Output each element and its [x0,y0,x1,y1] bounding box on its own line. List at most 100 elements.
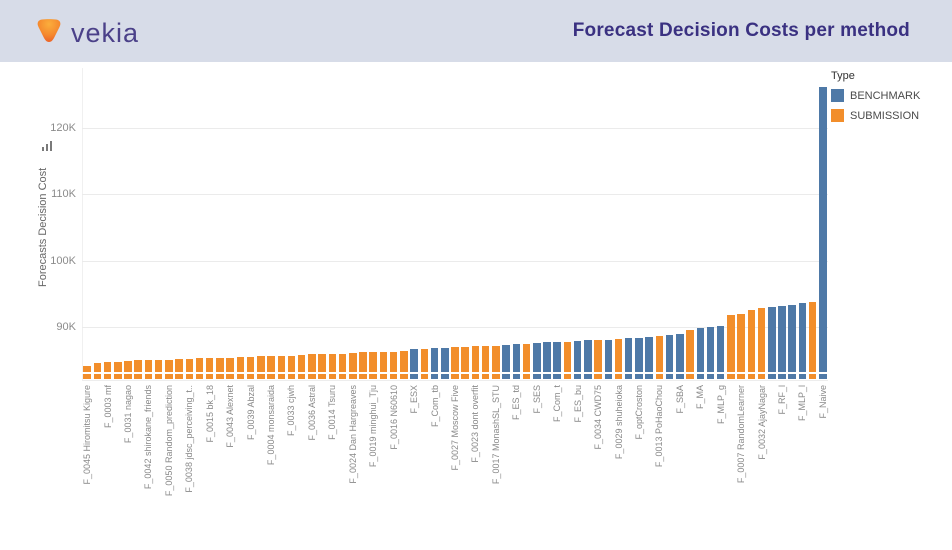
bar-unlabeled-6[interactable] [134,360,142,379]
bar-unlabeled-4[interactable] [114,361,122,379]
bar-F_optCroston[interactable] [635,338,643,379]
bar-F_RF_l[interactable] [778,306,786,379]
bar-unlabeled-16[interactable] [236,356,245,379]
bar-F_0029-shuheioka[interactable] [614,338,623,379]
bar-unlabeled-64[interactable] [727,315,735,379]
bar-unlabeled-54[interactable] [624,338,633,379]
bar-unlabeled-36[interactable] [441,347,449,379]
bar-F_Naive[interactable] [819,86,827,379]
bar-unlabeled-14[interactable] [216,357,224,379]
bar-unlabeled-60[interactable] [686,330,694,379]
bar-unlabeled-40[interactable] [481,346,490,379]
bar-F_MLP_l[interactable] [798,303,807,379]
bar-F_0032-AjayNagar[interactable] [757,308,766,379]
x-axis-label: F_0034 CWD75 [593,385,604,450]
x-axis-label: F_0038 jdsc_perceiving_t.. [184,385,195,493]
x-axis-label: F_0013 PoHaoChou [654,385,665,468]
bar-F_0033-cjwh[interactable] [287,355,296,379]
bar-F_Com_tb[interactable] [430,348,439,379]
bar-unlabeled-24[interactable] [318,354,326,379]
bar-F_ES_td[interactable] [512,344,521,379]
x-axis-label: F_0017 MonashSL_STU [490,385,501,485]
bar-unlabeled-68[interactable] [768,307,776,379]
bar-F_0023-dont-overfit[interactable] [471,346,480,379]
gridline [82,194,828,195]
bar-unlabeled-18[interactable] [257,356,265,379]
legend-item-submission[interactable]: SUBMISSION [831,109,949,122]
bar-unlabeled-72[interactable] [808,301,817,379]
bar-F_0034-CWD75[interactable] [594,340,602,379]
bar-F_0043-Alexnet[interactable] [226,357,234,379]
bar-unlabeled-58[interactable] [665,334,674,379]
x-axis-label: F_MLP_l [797,385,808,422]
x-axis-label: F_MLP_g [715,385,726,425]
x-axis-label: F_0039 Abzal [245,385,256,441]
vekia-logo[interactable]: vekia [34,15,139,50]
bar-F_0024-Dan-Hargreaves[interactable] [349,352,357,379]
bar-unlabeled-30[interactable] [379,351,388,379]
bar-unlabeled-20[interactable] [277,355,286,379]
x-axis-label: F_0019 minghui_Tju [368,385,379,468]
bar-F_0016-N60610[interactable] [389,351,398,379]
bar-unlabeled-70[interactable] [788,305,796,379]
gridline [82,327,828,328]
bar-unlabeled-2[interactable] [93,362,102,379]
bar-unlabeled-48[interactable] [563,341,572,379]
x-axis-label: F_0016 N60610 [388,385,399,450]
bar-unlabeled-8[interactable] [154,359,163,379]
bar-unlabeled-46[interactable] [543,342,551,379]
bar-unlabeled-34[interactable] [420,348,429,379]
bar-unlabeled-38[interactable] [461,346,469,379]
x-axis-baseline [82,380,828,381]
bar-unlabeled-32[interactable] [400,350,408,379]
x-axis-label: F_optCroston [633,385,644,440]
bar-unlabeled-56[interactable] [645,336,653,379]
legend-item-benchmark[interactable]: BENCHMARK [831,89,949,102]
bar-F_0039-Abzal[interactable] [246,356,255,379]
sort-ascending-icon[interactable] [41,139,53,157]
x-axis-label: F_0045 Hiromitsu Kigure [82,385,93,485]
x-axis-label: F_SES [531,385,542,414]
bar-unlabeled-28[interactable] [359,352,367,379]
bar-F_0013-PoHaoChou[interactable] [655,336,664,379]
bar-F_0038-jdsc_perceiving_t..[interactable] [185,358,194,379]
bar-unlabeled-12[interactable] [195,358,204,379]
bar-F_0027-Moscow-Five[interactable] [451,346,459,379]
reference-line [82,372,828,374]
bar-unlabeled-66[interactable] [747,310,756,379]
bar-unlabeled-44[interactable] [522,343,531,379]
y-axis-tick-label: 110K [51,188,76,200]
bar-F_MA[interactable] [696,328,704,379]
x-axis-label: F_ESX [409,385,420,414]
bar-F_0014-Tsuru[interactable] [328,353,337,379]
y-axis-tick-label: 90K [56,321,76,333]
x-axis-label: F_ES_td [511,385,522,421]
bar-F_0031-nagao[interactable] [124,360,132,379]
bar-F_MLP_g[interactable] [716,326,725,379]
y-axis-tick-label: 100K [50,254,76,267]
bar-F_0015-bk_18[interactable] [205,358,214,379]
bar-unlabeled-52[interactable] [604,339,613,379]
bar-F_0042-shirokane_friends[interactable] [144,360,153,379]
bar-F_SBA[interactable] [676,333,684,379]
x-axis-label: F_0014 Tsuru [327,385,338,440]
x-axis-label: F_Naive [817,385,828,419]
bar-F_0003-mf[interactable] [103,362,112,379]
bar-F_ES_bu[interactable] [573,340,582,379]
bar-unlabeled-62[interactable] [706,327,715,379]
bar-F_0017-MonashSL_STU[interactable] [492,345,500,379]
vekia-logo-text: vekia [71,17,140,48]
bar-F_Com_t[interactable] [553,342,561,379]
bar-unlabeled-50[interactable] [584,340,592,379]
bar-unlabeled-22[interactable] [297,354,306,379]
bar-unlabeled-26[interactable] [338,353,347,379]
bar-F_ESX[interactable] [410,348,418,379]
bar-F_0019-minghui_Tju[interactable] [369,352,377,379]
bar-F_0004-monsaraida[interactable] [267,356,275,379]
bar-F_0050-Random_prediction[interactable] [165,359,173,379]
bar-unlabeled-10[interactable] [175,358,183,379]
bar-F_SES[interactable] [533,342,541,379]
bar-F_0036-Astral[interactable] [308,354,316,379]
bar-F_0007-RandomLearner[interactable] [737,313,745,379]
bar-unlabeled-42[interactable] [502,344,510,379]
